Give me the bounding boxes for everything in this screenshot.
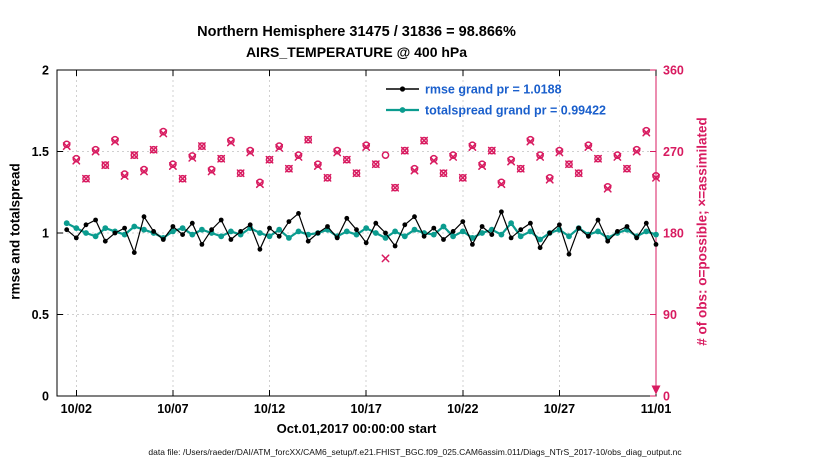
left-tick-labels: 0 0.5 1 1.5 2 [32,64,49,404]
svg-text:10/12: 10/12 [254,402,285,416]
series-rmse [64,209,659,257]
chart-title-line1: Northern Hemisphere 31475 / 31836 = 98.8… [197,24,516,40]
svg-text:10/02: 10/02 [61,402,92,416]
svg-text:0: 0 [42,390,49,404]
right-axis-end-marker [651,385,661,395]
svg-text:360: 360 [663,64,684,78]
chart-title-line2: AIRS_TEMPERATURE @ 400 hPa [245,44,468,60]
svg-text:10/22: 10/22 [447,402,478,416]
svg-text:11/01: 11/01 [641,402,672,416]
svg-text:180: 180 [663,227,684,241]
series-assimilated-obs [62,128,660,263]
legend: rmse grand pr = 1.0188 totalspread grand … [386,83,606,118]
left-axis-label: rmse and totalspread [7,163,23,300]
svg-text:270: 270 [663,145,684,159]
svg-text:10/17: 10/17 [351,402,382,416]
right-tick-labels: 0 90 180 270 360 [663,64,684,404]
svg-text:90: 90 [663,308,677,322]
svg-text:0.5: 0.5 [32,308,49,322]
x-axis-label: Oct.01,2017 00:00:00 start [276,421,437,436]
svg-text:1: 1 [42,227,49,241]
svg-text:2: 2 [42,64,49,78]
svg-text:10/07: 10/07 [157,402,188,416]
svg-text:10/27: 10/27 [544,402,575,416]
svg-text:1.5: 1.5 [32,145,49,159]
legend-label-totalspread: totalspread grand pr = 0.99422 [425,104,606,118]
x-tick-labels: 10/02 10/07 10/12 10/17 10/22 10/27 11/01 [61,402,672,416]
right-axis-label: # of obs: o=possible; ×=assimilated [694,117,710,346]
svg-text:0: 0 [663,390,670,404]
data-file-path: data file: /Users/raeder/DAI/ATM_forcXX/… [148,447,682,457]
series-possible-obs [62,126,660,192]
chart-title: Northern Hemisphere 31475 / 31836 = 98.8… [0,22,713,62]
legend-label-rmse: rmse grand pr = 1.0188 [425,83,562,97]
